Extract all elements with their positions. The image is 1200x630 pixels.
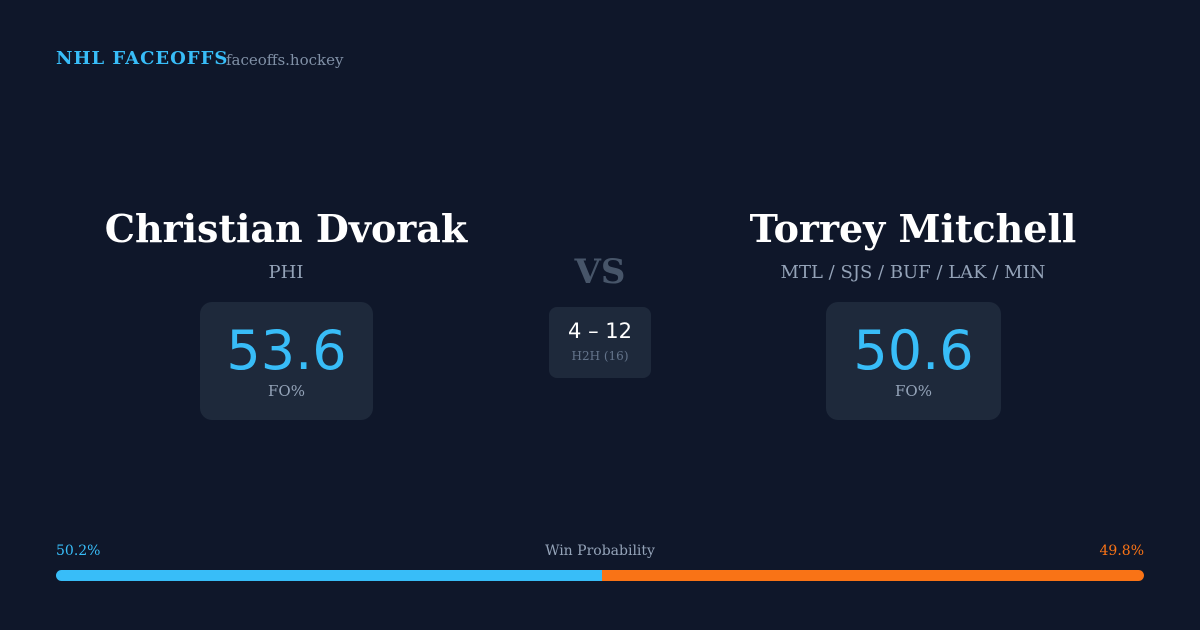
win-prob-left: 50.2%: [56, 543, 101, 559]
win-prob-segment: [56, 570, 603, 581]
player-name: Christian Dvorak: [104, 206, 468, 251]
site: faceoffs.hockey: [226, 51, 344, 69]
fo-label: FO%: [895, 382, 932, 400]
win-prob-right: 49.8%: [1099, 543, 1144, 559]
h2h-record: 4 – 12: [568, 319, 632, 343]
fo-label: FO%: [268, 382, 305, 400]
vs: VS: [574, 252, 626, 292]
fo-value: 53.6: [226, 319, 347, 382]
h2h-box: 4 – 12 H2H (16): [549, 307, 651, 378]
player-name: Torrey Mitchell: [749, 206, 1077, 251]
win-prob-bar: [56, 570, 1144, 581]
win-prob-label: Win Probability: [545, 543, 655, 559]
fo-value: 50.6: [853, 319, 974, 382]
fo-box: 53.6 FO%: [200, 302, 373, 420]
brand: NHL FACEOFFS: [56, 48, 229, 69]
player-team: PHI: [268, 262, 304, 283]
player-team: MTL / SJS / BUF / LAK / MIN: [780, 262, 1046, 283]
fo-box: 50.6 FO%: [826, 302, 1001, 420]
win-prob-segment: [602, 570, 1144, 581]
h2h-label: H2H (16): [571, 349, 629, 363]
